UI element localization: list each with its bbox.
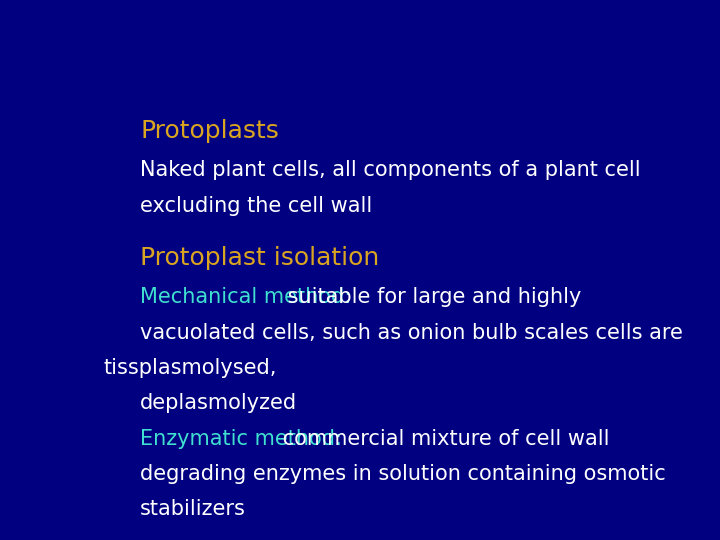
Text: Enzymatic method:: Enzymatic method: [140,429,342,449]
Text: stabilizers: stabilizers [140,500,246,519]
Text: vacuolated cells, such as onion bulb scales cells are: vacuolated cells, such as onion bulb sca… [140,322,683,342]
Text: commercial mixture of cell wall: commercial mixture of cell wall [276,429,609,449]
Text: Protoplast isolation: Protoplast isolation [140,246,379,269]
Text: Naked plant cells, all components of a plant cell: Naked plant cells, all components of a p… [140,160,641,180]
Text: Mechanical method:: Mechanical method: [140,287,351,307]
Text: excluding the cell wall: excluding the cell wall [140,196,372,216]
Text: deplasmolyzed: deplasmolyzed [140,393,297,413]
Text: suitable for large and highly: suitable for large and highly [282,287,582,307]
Text: degrading enzymes in solution containing osmotic: degrading enzymes in solution containing… [140,464,666,484]
Text: Protoplasts: Protoplasts [140,119,279,143]
Text: tissplasmolysed,: tissplasmolysed, [104,358,277,378]
